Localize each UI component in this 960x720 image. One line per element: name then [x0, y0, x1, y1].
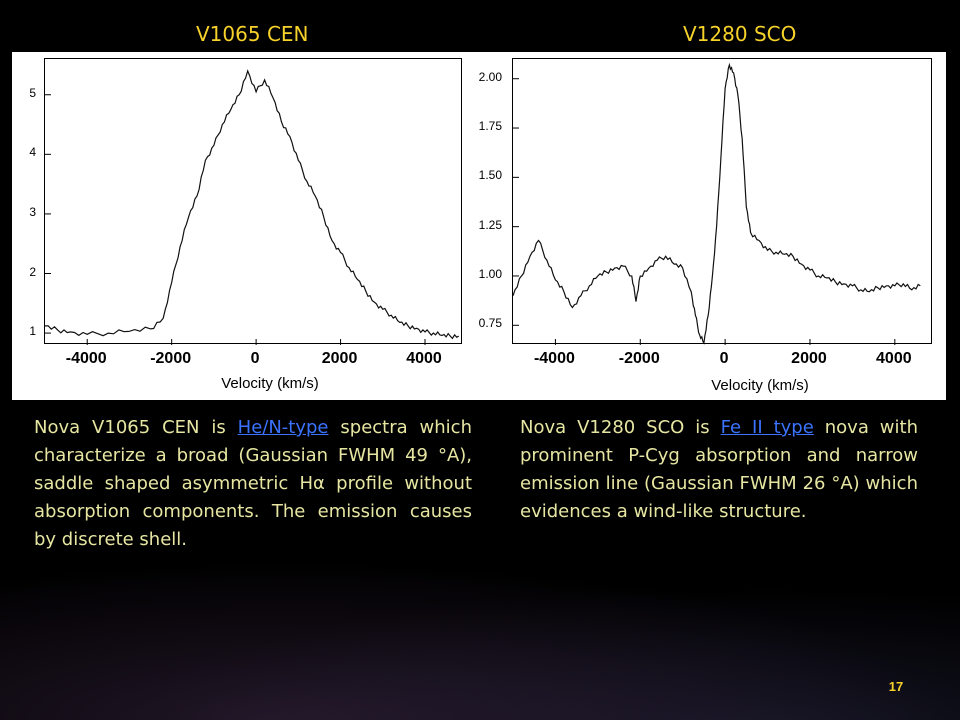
chart-title-v1280: V1280 SCO: [683, 22, 797, 46]
description-text: Nova V1280 SCO is: [520, 417, 721, 438]
page-number: 17: [888, 679, 904, 694]
y-tick-label: 3: [29, 204, 36, 219]
x-tick-label: -2000: [618, 350, 660, 367]
x-axis-label-v1280: Velocity (km/s): [711, 377, 809, 394]
spectrum-line-v1280: [513, 62, 921, 345]
spectrum-line-v1065: [45, 69, 460, 340]
y-tick-label: 5: [29, 85, 36, 100]
y-tick-label: 2.00: [478, 69, 502, 84]
description-text: Nova V1065 CEN is: [34, 417, 238, 438]
description-text: spectra which characterize a broad (Gaus…: [34, 417, 472, 550]
spectrum-svg-v1065: [45, 69, 460, 345]
fe-ii-type-link[interactable]: Fe II type: [720, 417, 814, 438]
description-v1065: Nova V1065 CEN is He/N-type spectra whic…: [34, 414, 472, 554]
x-tick-label: 2000: [321, 350, 358, 367]
x-tick-label: 0: [719, 350, 729, 367]
y-tick-label: 1.00: [478, 266, 502, 281]
spectrum-svg-v1280: [513, 62, 921, 345]
x-tick-label: 0: [250, 350, 260, 367]
he-n-type-link[interactable]: He/N-type: [237, 417, 329, 438]
plot-area-v1280: [512, 58, 932, 345]
y-tick-label: 0.75: [478, 316, 502, 331]
x-tick-label: 2000: [791, 350, 827, 367]
x-tick-label: 4000: [406, 350, 442, 367]
x-axis-label-v1065: Velocity (km/s): [221, 375, 319, 392]
y-tick-label: 4: [29, 145, 36, 160]
chart-title-v1065: V1065 CEN: [196, 22, 309, 46]
x-tick-label: -2000: [150, 350, 192, 367]
x-tick-label: -4000: [65, 350, 107, 367]
description-v1280: Nova V1280 SCO is Fe II type nova with p…: [520, 414, 918, 526]
description-text: nova with prominent P-Cyg absorption and…: [520, 417, 918, 522]
y-tick-label: 1.25: [478, 217, 502, 232]
y-tick-label: 2: [29, 264, 36, 279]
y-tick-label: 1.75: [478, 119, 502, 134]
x-tick-label: -4000: [533, 350, 575, 367]
starfield-background: [0, 560, 960, 720]
y-tick-label: 1: [29, 324, 36, 339]
x-tick-label: 4000: [876, 350, 912, 367]
y-tick-label: 1.50: [478, 168, 502, 183]
plot-area-v1065: [44, 58, 462, 345]
